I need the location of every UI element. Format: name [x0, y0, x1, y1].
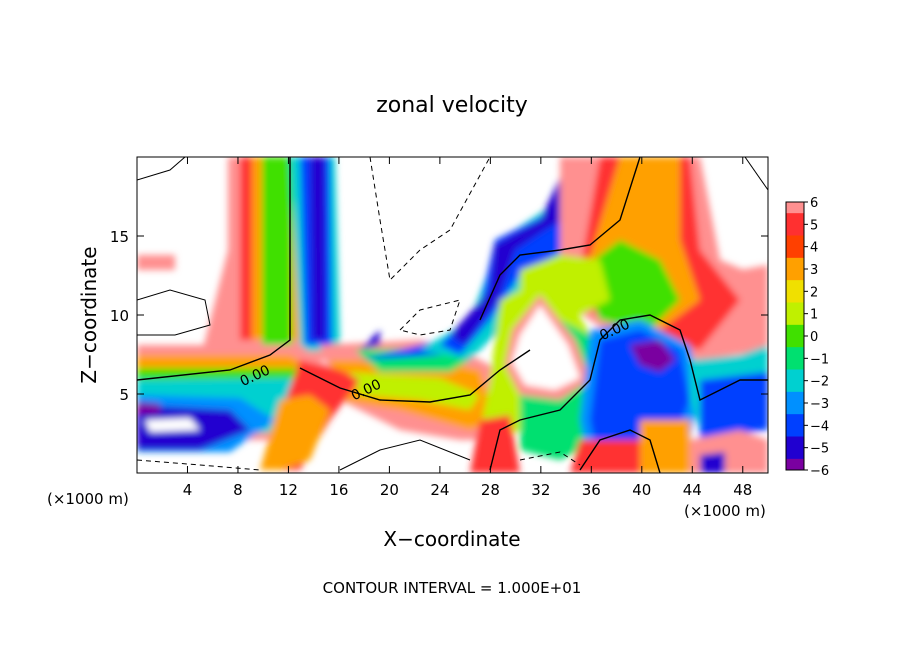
- x-tick-label: 36: [582, 481, 601, 499]
- colorbar-label: −2: [810, 375, 829, 390]
- colorbar-label: 4: [810, 241, 818, 256]
- x-tick-label: 20: [380, 481, 399, 499]
- colorbar-label: 3: [810, 263, 818, 278]
- colorbar-swatch: [786, 414, 804, 426]
- x-tick-label: 40: [632, 481, 651, 499]
- colorbar-swatch: [786, 257, 804, 270]
- colorbar-swatch: [786, 246, 804, 259]
- colorbar-swatch: [786, 358, 804, 370]
- colorbar-swatch: [786, 280, 804, 292]
- colorbar-swatch: [786, 436, 804, 449]
- colorbar-swatch: [786, 202, 804, 214]
- y-tick-label: 15: [110, 228, 129, 246]
- colorbar-swatch: [786, 380, 804, 393]
- x-tick-label: 32: [531, 481, 550, 499]
- colorbar-swatch: [786, 213, 804, 225]
- colorbar-label: 2: [810, 285, 818, 300]
- colorbar-swatch: [786, 425, 804, 437]
- colorbar-swatch: [786, 447, 804, 460]
- colorbar-swatch: [786, 391, 804, 404]
- colorbar-swatch: [786, 224, 804, 236]
- colorbar-label: 5: [810, 218, 818, 233]
- colorbar-label: −6: [810, 464, 829, 479]
- colorbar-swatch: [786, 336, 804, 348]
- chart-title: zonal velocity: [376, 93, 528, 118]
- x-unit-right: (×1000 m): [684, 502, 766, 520]
- colorbar-swatch: [786, 291, 804, 303]
- y-tick-label: 10: [110, 307, 129, 325]
- x-axis: 4 8 12 16 20 24 28 32 36 40 44 48: [183, 157, 752, 499]
- contour-interval-note: CONTOUR INTERVAL = 1.000E+01: [323, 579, 582, 597]
- colorbar-label: −1: [810, 352, 829, 367]
- colorbar-swatch: [786, 235, 804, 248]
- colorbar-label: −3: [810, 397, 829, 412]
- colorbar-swatch: [786, 302, 804, 315]
- x-unit-left: (×1000 m): [47, 490, 129, 508]
- y-tick-label: 5: [119, 386, 129, 404]
- colorbar-label: 1: [810, 308, 818, 323]
- colorbar-label: −4: [810, 419, 829, 434]
- colorbar-swatch: [786, 347, 804, 359]
- x-tick-label: 4: [183, 481, 193, 499]
- colorbar-swatch: [786, 313, 804, 326]
- x-tick-label: 48: [733, 481, 752, 499]
- colorbar-swatch: [786, 269, 804, 281]
- x-tick-label: 28: [481, 481, 500, 499]
- colorbar-swatch: [786, 403, 804, 415]
- x-tick-label: 16: [329, 481, 348, 499]
- x-tick-label: 24: [430, 481, 449, 499]
- colorbar-swatch: [786, 369, 804, 382]
- velocity-field: [137, 157, 768, 473]
- x-tick-label: 8: [233, 481, 243, 499]
- x-axis-label: X−coordinate: [383, 527, 520, 551]
- colorbar: 6 5 4 3 2 1 0 −1 −2 −3 −4 −5 −6: [785, 196, 829, 479]
- colorbar-label: 6: [810, 196, 818, 211]
- y-axis: 5 10 15: [110, 228, 768, 404]
- y-axis-label: Z−coordinate: [77, 246, 101, 383]
- colorbar-swatch: [786, 458, 804, 471]
- x-tick-label: 12: [279, 481, 298, 499]
- colorbar-swatch: [786, 324, 804, 337]
- x-tick-label: 44: [683, 481, 702, 499]
- colorbar-label: 0: [810, 330, 818, 345]
- colorbar-label: −5: [810, 442, 829, 457]
